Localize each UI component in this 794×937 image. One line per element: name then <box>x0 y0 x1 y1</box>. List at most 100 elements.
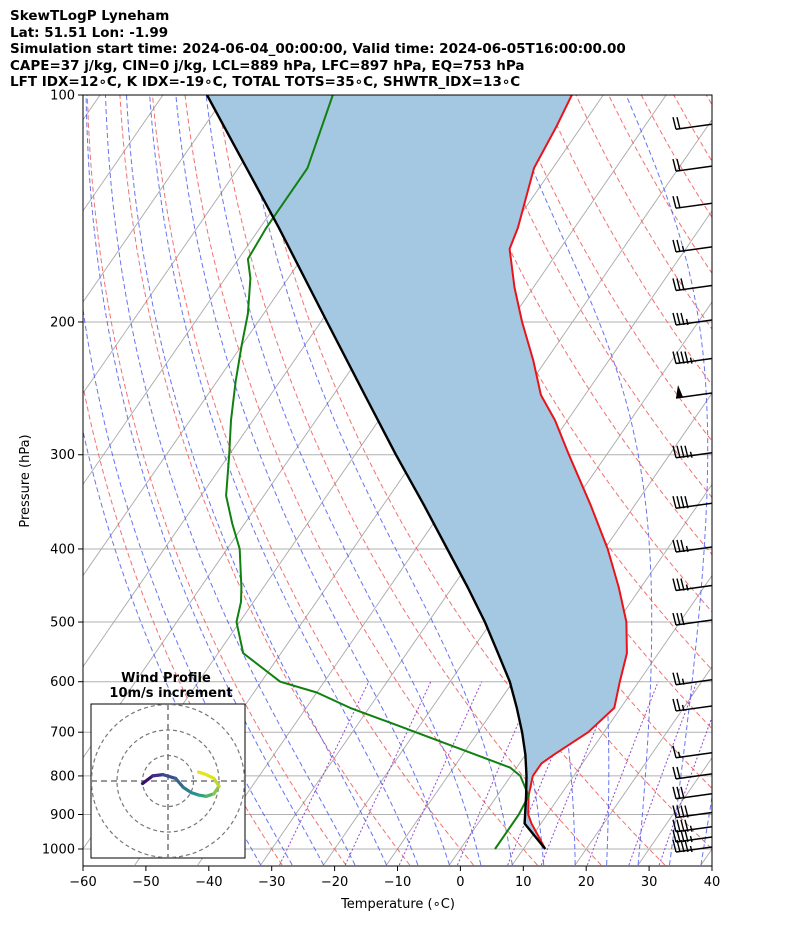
dry-adiabat <box>119 95 411 866</box>
wind-barb-flag <box>672 496 677 509</box>
wind-barb-flag <box>672 698 677 712</box>
x-tick-label: 10 <box>515 875 532 890</box>
wind-barb-staff <box>675 705 712 712</box>
dry-adiabat <box>184 95 538 866</box>
wind-barb-half-flag <box>681 678 685 685</box>
wind-barb-flag <box>680 539 685 553</box>
hodograph-subtitle: 10m/s increment <box>109 686 232 701</box>
wind-barb-staff <box>675 452 712 459</box>
x-tick-label: 40 <box>704 875 721 890</box>
wind-barb-flag <box>676 158 681 172</box>
wind-barb-flag <box>680 612 685 626</box>
dry-adiabat <box>217 95 602 866</box>
y-tick-label: 800 <box>50 769 75 784</box>
isotherm-line <box>83 95 290 394</box>
dry-adiabat <box>542 95 712 386</box>
isotherm-line <box>511 574 712 866</box>
wind-barb-staff <box>675 284 712 292</box>
wind-barb-staff <box>675 202 712 209</box>
wind-barb <box>672 829 712 843</box>
wind-barb <box>672 496 712 509</box>
y-tick-label: 400 <box>50 542 75 557</box>
dry-adiabat <box>249 95 666 866</box>
title-line-station: SkewTLogP Lyneham <box>10 8 170 24</box>
x-tick-label: −50 <box>132 875 159 890</box>
wind-barb-flag <box>676 672 681 685</box>
cape-area <box>207 95 627 849</box>
moist-adiabat <box>700 793 712 866</box>
wind-barb-flag <box>676 805 681 818</box>
wind-barb <box>672 672 712 686</box>
dry-adiabat <box>608 95 712 275</box>
wind-barb-staff <box>675 678 712 686</box>
y-tick-label: 900 <box>50 808 75 823</box>
wind-barb <box>672 805 712 819</box>
wind-barb <box>672 578 712 592</box>
wind-barb-half-flag <box>681 245 685 253</box>
wind-barb-flag <box>676 239 681 253</box>
wind-barb-flag <box>676 351 681 364</box>
wind-barb-staff <box>675 165 712 172</box>
isotherm-line <box>700 848 712 866</box>
wind-barb-flag <box>672 539 677 553</box>
dry-adiabat <box>152 95 474 866</box>
wind-barb-flag <box>672 158 677 172</box>
dry-adiabat <box>86 95 347 866</box>
wind-barb <box>672 117 712 130</box>
x-tick-label: −60 <box>69 875 96 890</box>
hodograph-trace-segment <box>140 774 155 786</box>
y-tick-label: 300 <box>50 448 75 463</box>
dry-adiabat <box>705 95 712 106</box>
wind-barb-flag <box>676 445 681 458</box>
y-tick-label: 1000 <box>42 843 75 858</box>
y-axis-ticks: 1000 900 800 700 600 500 400 300 200 100 <box>42 89 83 858</box>
moist-adiabat <box>205 95 482 866</box>
isotherm-line <box>764 95 794 865</box>
wind-barb-flag <box>680 819 685 832</box>
wind-barb-flag <box>680 496 685 509</box>
wind-barb-staff <box>675 836 712 843</box>
wind-barb-flag <box>672 612 677 626</box>
y-axis-label: Pressure (hPa) <box>18 434 33 527</box>
hodograph-title: Wind Profile <box>121 671 211 686</box>
wind-barb-flag <box>672 819 677 832</box>
wind-barb-flag <box>680 312 685 326</box>
x-axis-ticks: −60 −50 −40 −30 −20 −10 0 10 20 30 40 <box>69 866 720 890</box>
mixing-ratio-line <box>586 681 659 866</box>
wind-barb-flag <box>676 539 681 553</box>
y-tick-label: 200 <box>50 315 75 330</box>
wind-barb-staff <box>675 811 712 819</box>
wind-barb-staff <box>675 793 712 800</box>
y-tick-label: 700 <box>50 726 75 741</box>
isotherm-line <box>574 665 712 866</box>
isotherm-line <box>83 95 227 303</box>
moist-adiabat <box>175 95 450 866</box>
wind-barb-staff <box>675 319 712 326</box>
wind-barb <box>672 158 712 172</box>
wind-barb-staff <box>675 846 712 853</box>
wind-barb-flag <box>676 278 681 291</box>
wind-barb-staff <box>675 825 712 833</box>
wind-barb-flag <box>672 672 677 685</box>
wind-barb-flag <box>676 578 681 591</box>
wind-barb-flag <box>684 351 689 364</box>
wind-barb-flag <box>672 351 677 364</box>
hodograph-trace-segment <box>174 776 185 789</box>
wind-barb <box>672 312 712 326</box>
wind-barb-flag <box>672 117 677 130</box>
mixing-ratio-line <box>344 681 432 866</box>
wind-barb-flag <box>676 786 681 799</box>
wind-barb-half-flag <box>685 584 689 591</box>
title-line-indices-1: CAPE=37 j/kg, CIN=0 j/kg, LCL=889 hPa, L… <box>10 57 525 74</box>
wind-barbs <box>672 117 712 853</box>
title-line-latlon: Lat: 51.51 Lon: -1.99 <box>10 24 169 41</box>
wind-barb <box>672 239 712 253</box>
wind-barb <box>672 196 712 209</box>
hodograph-trace-segment <box>161 773 178 781</box>
wind-barb <box>672 698 712 712</box>
wind-barb-flag <box>680 805 685 818</box>
isotherm-line <box>637 757 712 866</box>
wind-barb-half-flag <box>689 357 693 364</box>
x-tick-label: 0 <box>456 875 464 890</box>
